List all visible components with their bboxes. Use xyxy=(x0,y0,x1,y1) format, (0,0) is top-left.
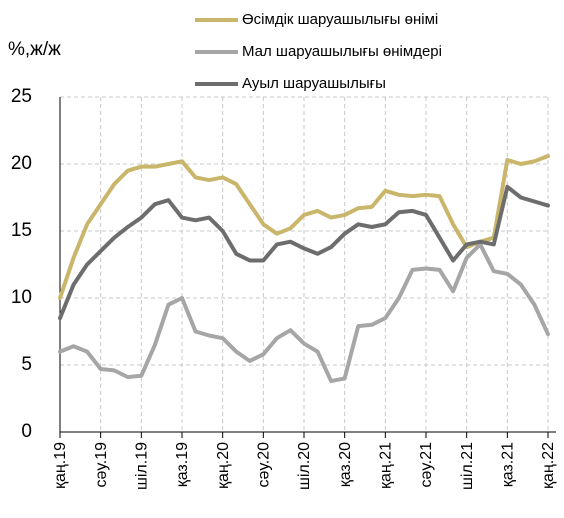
x-tick-label: шіл.20 xyxy=(296,442,313,490)
legend-label: Мал шаруашылығы өнімдері xyxy=(242,43,442,60)
x-tick-label: қаз.19 xyxy=(174,442,191,487)
y-tick-label: 0 xyxy=(21,421,32,442)
x-tick-label: қаз.20 xyxy=(337,442,354,487)
x-tick-label: қаң.21 xyxy=(378,442,395,489)
legend-label: Ауыл шаруашылығы xyxy=(242,75,386,92)
y-tick-label: 15 xyxy=(11,220,32,241)
x-tick-label: сәу.19 xyxy=(93,442,110,488)
x-tick-label: сәу.20 xyxy=(256,442,273,488)
y-tick-label: 25 xyxy=(11,86,32,107)
x-tick-label: қаң.20 xyxy=(215,442,232,489)
x-tick-label: қаң.19 xyxy=(52,442,69,489)
y-axis-label: %,ж/ж xyxy=(8,39,61,60)
y-tick-label: 5 xyxy=(21,354,32,375)
legend-label: Өсімдік шаруашылығы өнімі xyxy=(242,11,438,28)
series-line xyxy=(58,184,550,321)
series-line xyxy=(58,242,550,384)
x-tick-label: қаз.21 xyxy=(500,442,517,487)
y-tick-label: 10 xyxy=(11,287,32,308)
x-tick-label: қаң.22 xyxy=(540,442,557,489)
x-tick-label: шіл.21 xyxy=(459,442,476,490)
x-tick-label: шіл.19 xyxy=(134,442,151,490)
x-tick-label: сәу.21 xyxy=(418,442,435,488)
y-tick-label: 20 xyxy=(11,153,32,174)
